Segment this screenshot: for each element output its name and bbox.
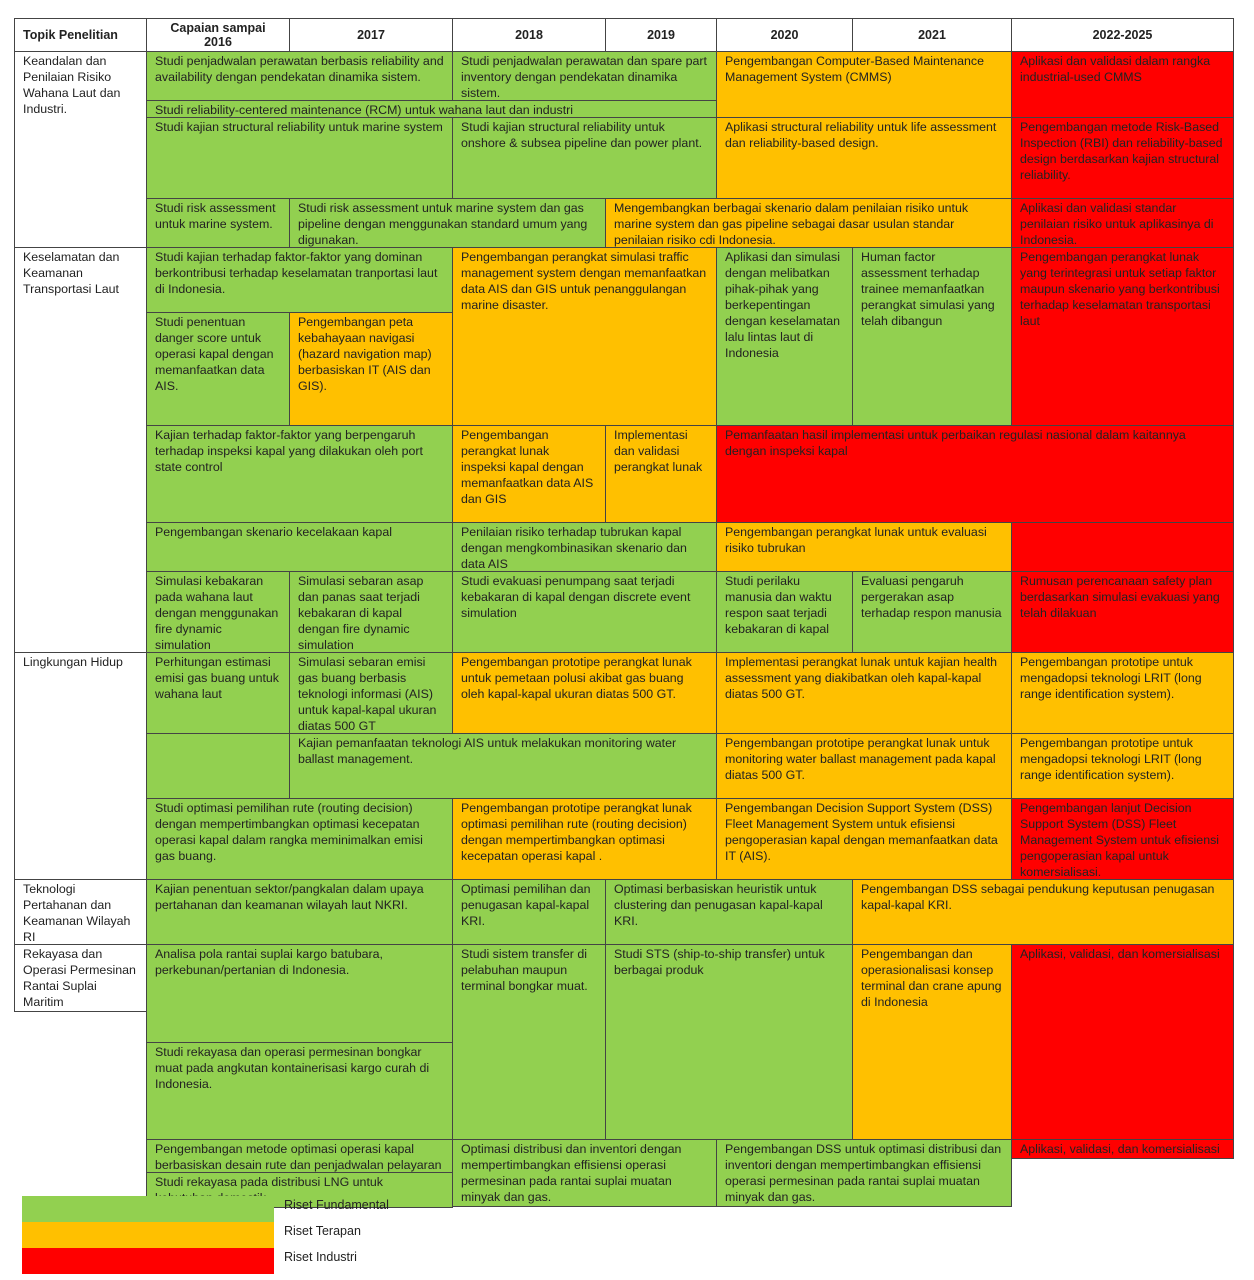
roadmap-cell: Studi kajian structural reliability untu… [452,117,717,199]
roadmap-cell: Pengembangan perangkat lunak yang terint… [1011,247,1234,572]
roadmap-cell: Kajian pemanfaatan teknologi AIS untuk m… [289,733,717,799]
roadmap-cell: Pengembangan metode optimasi operasi kap… [146,1139,453,1173]
topic-cell: Keselamatan dan Keamanan Transportasi La… [14,247,147,653]
roadmap-cell: Pengembangan Computer-Based Maintenance … [716,51,1012,118]
topic-cell: Keandalan dan Penilaian Risiko Wahana La… [14,51,147,248]
legend-swatch [22,1248,274,1274]
roadmap-cell: Kajian penentuan sektor/pangkalan dalam … [146,879,453,945]
roadmap-cell: Penilaian risiko terhadap tubrukan kapal… [452,522,717,572]
roadmap-cell: Studi reliability-centered maintenance (… [146,100,717,118]
roadmap-cell: Studi sistem transfer di pelabuhan maupu… [452,944,606,1140]
roadmap-cell: Rumusan perencanaan safety plan berdasar… [1011,571,1234,653]
roadmap-cell: Studi optimasi pemilihan rute (routing d… [146,798,453,880]
legend-swatch [22,1222,274,1248]
roadmap-cell: Pengembangan metode Risk-Based Inspectio… [1011,117,1234,199]
roadmap-cell: Pengembangan prototipe perangkat lunak u… [452,652,717,734]
roadmap-cell: Pengembangan DSS untuk optimasi distribu… [716,1139,1012,1207]
roadmap-cell: Simulasi sebaran asap dan panas saat ter… [289,571,453,653]
legend-label: Riset Fundamental [284,1198,389,1212]
roadmap-cell: Pengembangan perangkat lunak inspeksi ka… [452,425,606,523]
roadmap-cell: Mengembangkan berbagai skenario dalam pe… [605,198,1012,248]
roadmap-cell: Studi penjadwalan perawatan berbasis rel… [146,51,453,101]
roadmap-cell: Pengembangan dan operasionalisasi konsep… [852,944,1012,1140]
header-2022-2025: 2022-2025 [1011,18,1234,52]
roadmap-cell: Pengembangan prototipe perangkat lunak u… [716,733,1012,799]
roadmap-cell: Pengembangan prototipe untuk mengadopsi … [1011,733,1234,799]
header-2018: 2018 [452,18,606,52]
roadmap-cell: Implementasi dan validasi perangkat luna… [605,425,717,523]
roadmap-cell: Analisa pola rantai suplai kargo batubar… [146,944,453,1043]
topic-cell: Teknologi Pertahanan dan Keamanan Wilaya… [14,879,147,945]
roadmap-cell: Pengembangan prototipe untuk mengadopsi … [1011,652,1234,734]
roadmap-cell: Pengembangan DSS sebagai pendukung keput… [852,879,1234,945]
roadmap-cell: Studi kajian structural reliability untu… [146,117,453,199]
roadmap-cell: Studi penentuan danger score untuk opera… [146,312,290,426]
roadmap-cell: Aplikasi dan validasi dalam rangka indus… [1011,51,1234,118]
roadmap-cell: Simulasi kebakaran pada wahana laut deng… [146,571,290,653]
roadmap-cell [146,733,290,799]
roadmap-cell: Optimasi pemilihan dan penugasan kapal-k… [452,879,606,945]
roadmap-cell: Pengembangan perangkat simulasi traffic … [452,247,717,426]
roadmap-cell: Optimasi berbasiskan heuristik untuk clu… [605,879,853,945]
roadmap-cell: Pengembangan perangkat lunak untuk evalu… [716,522,1012,572]
legend-label: Riset Industri [284,1250,357,1264]
roadmap-cell: Studi penjadwalan perawatan dan spare pa… [452,51,717,101]
roadmap-cell: Perhitungan estimasi emisi gas buang unt… [146,652,290,734]
header-2019: 2019 [605,18,717,52]
header-2020: 2020 [716,18,853,52]
roadmap-cell: Human factor assessment terhadap trainee… [852,247,1012,426]
research-roadmap-table: Topik Penelitian Capaian sampai 2016 2017 2… [14,18,1234,1208]
header-2021: 2021 [852,18,1012,52]
roadmap-cell: Pengembangan lanjut Decision Support Sys… [1011,798,1234,880]
roadmap-cell: Aplikasi dan simulasi dengan melibatkan … [716,247,853,426]
header-topik: Topik Penelitian [14,18,147,52]
roadmap-cell: Pengembangan Decision Support System (DS… [716,798,1012,880]
topic-cell: Rekayasa dan Operasi Permesinan Rantai S… [14,944,147,1012]
roadmap-cell: Simulasi sebaran emisi gas buang berbasi… [289,652,453,734]
roadmap-cell: Studi risk assessment untuk marine syste… [289,198,606,248]
roadmap-cell: Pemanfaatan hasil implementasi untuk per… [716,425,1234,523]
roadmap-cell: Aplikasi, validasi, dan komersialisasi [1011,1139,1234,1159]
roadmap-cell: Kajian terhadap faktor-faktor yang berpe… [146,425,453,523]
legend-swatch [22,1196,274,1222]
header-2017: 2017 [289,18,453,52]
roadmap-cell: Studi rekayasa dan operasi permesinan bo… [146,1042,453,1140]
roadmap-cell: Aplikasi dan validasi standar penilaian … [1011,198,1234,248]
roadmap-cell: Optimasi distribusi dan inventori dengan… [452,1139,717,1207]
legend-label: Riset Terapan [284,1224,361,1238]
roadmap-cell: Aplikasi structural reliability untuk li… [716,117,1012,199]
roadmap-cell: Pengembangan prototipe perangkat lunak o… [452,798,717,880]
roadmap-cell: Pengembangan skenario kecelakaan kapal [146,522,453,572]
roadmap-cell: Studi STS (ship-to-ship transfer) untuk … [605,944,853,1140]
roadmap-cell: Implementasi perangkat lunak untuk kajia… [716,652,1012,734]
roadmap-cell: Evaluasi pengaruh pergerakan asap terhad… [852,571,1012,653]
roadmap-cell: Studi kajian terhadap faktor-faktor yang… [146,247,453,313]
roadmap-cell: Studi evakuasi penumpang saat terjadi ke… [452,571,717,653]
header-capaian-2016: Capaian sampai 2016 [146,18,290,52]
topic-cell: Lingkungan Hidup [14,652,147,880]
roadmap-cell: Studi perilaku manusia dan waktu respon … [716,571,853,653]
roadmap-cell: Aplikasi, validasi, dan komersialisasi [1011,944,1234,1140]
roadmap-cell: Pengembangan peta kebahayaan navigasi (h… [289,312,453,426]
roadmap-cell: Studi risk assessment untuk marine syste… [146,198,290,248]
